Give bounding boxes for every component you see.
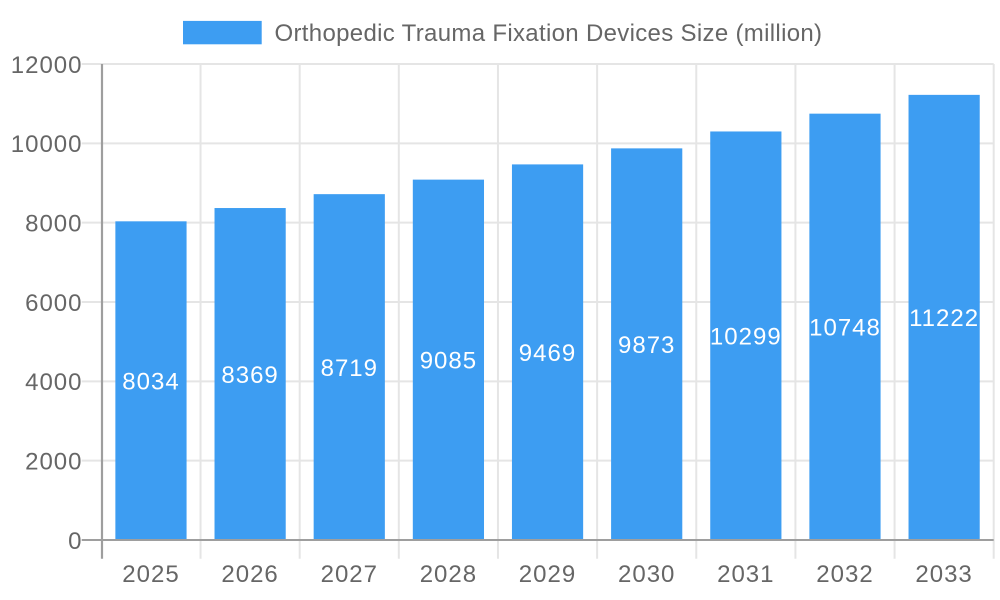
svg-text:4000: 4000 bbox=[25, 369, 82, 396]
svg-text:2028: 2028 bbox=[420, 561, 477, 588]
svg-text:2032: 2032 bbox=[816, 561, 873, 588]
svg-text:8034: 8034 bbox=[122, 368, 179, 395]
svg-text:2033: 2033 bbox=[915, 561, 972, 588]
svg-text:2031: 2031 bbox=[717, 561, 774, 588]
svg-text:2029: 2029 bbox=[519, 561, 576, 588]
svg-text:2030: 2030 bbox=[618, 561, 675, 588]
svg-text:10299: 10299 bbox=[710, 324, 782, 351]
svg-text:10748: 10748 bbox=[809, 315, 881, 342]
svg-text:Orthopedic Trauma Fixation Dev: Orthopedic Trauma Fixation Devices Size … bbox=[275, 20, 823, 47]
svg-text:9873: 9873 bbox=[618, 332, 675, 359]
svg-text:0: 0 bbox=[68, 528, 82, 555]
svg-text:2026: 2026 bbox=[221, 561, 278, 588]
svg-text:6000: 6000 bbox=[25, 290, 82, 317]
svg-text:2000: 2000 bbox=[25, 448, 82, 475]
svg-text:2025: 2025 bbox=[122, 561, 179, 588]
svg-text:9085: 9085 bbox=[420, 348, 477, 375]
svg-text:8369: 8369 bbox=[221, 362, 278, 389]
svg-text:2027: 2027 bbox=[321, 561, 378, 588]
svg-text:10000: 10000 bbox=[11, 131, 83, 158]
svg-text:11222: 11222 bbox=[909, 305, 979, 332]
svg-text:8719: 8719 bbox=[321, 355, 378, 382]
svg-text:9469: 9469 bbox=[519, 340, 576, 367]
svg-text:12000: 12000 bbox=[11, 52, 83, 79]
svg-text:8000: 8000 bbox=[25, 210, 82, 237]
